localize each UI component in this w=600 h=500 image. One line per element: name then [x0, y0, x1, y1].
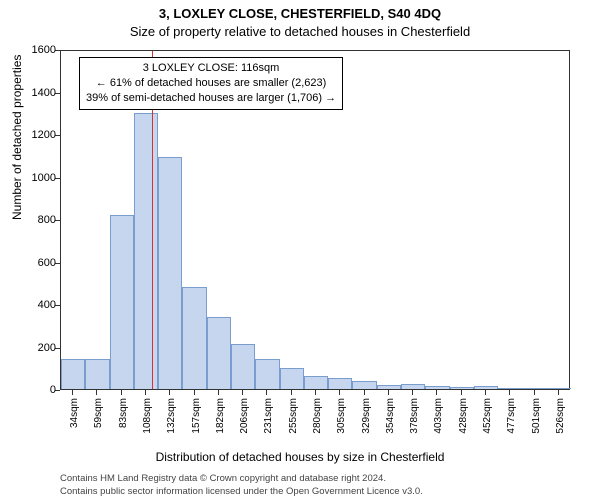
- y-tick-label: 0: [50, 384, 56, 396]
- chart-container: 3, LOXLEY CLOSE, CHESTERFIELD, S40 4DQ S…: [0, 0, 600, 500]
- y-tick-label: 1000: [32, 172, 56, 184]
- x-tick: [364, 390, 365, 395]
- x-tick: [96, 390, 97, 395]
- histogram-bar: [182, 287, 206, 389]
- y-tick-label: 800: [38, 214, 56, 226]
- footnote-line-2: Contains public sector information licen…: [60, 486, 590, 498]
- x-tick: [461, 390, 462, 395]
- x-tick-label: 280sqm: [312, 398, 323, 434]
- footnote: Contains HM Land Registry data © Crown c…: [60, 473, 590, 498]
- histogram-bar: [401, 384, 425, 389]
- histogram-bar: [231, 344, 255, 389]
- histogram-bar: [110, 215, 134, 389]
- x-tick: [558, 390, 559, 395]
- x-tick: [266, 390, 267, 395]
- x-tick-label: 428sqm: [458, 398, 469, 434]
- x-tick: [194, 390, 195, 395]
- histogram-bar: [61, 359, 85, 389]
- histogram-bar: [255, 359, 279, 389]
- x-tick: [388, 390, 389, 395]
- x-tick: [291, 390, 292, 395]
- histogram-bar: [134, 113, 158, 389]
- title-sub: Size of property relative to detached ho…: [0, 24, 600, 39]
- histogram-bar: [158, 157, 182, 389]
- histogram-bar: [377, 385, 401, 389]
- x-tick-label: 59sqm: [93, 398, 104, 428]
- x-tick-label: 501sqm: [531, 398, 542, 434]
- y-tick-label: 400: [38, 299, 56, 311]
- x-tick-label: 231sqm: [263, 398, 274, 434]
- x-tick: [509, 390, 510, 395]
- x-tick-label: 403sqm: [433, 398, 444, 434]
- histogram-bar: [450, 387, 474, 389]
- footnote-line-1: Contains HM Land Registry data © Crown c…: [60, 473, 590, 485]
- x-tick: [121, 390, 122, 395]
- x-tick-label: 329sqm: [361, 398, 372, 434]
- histogram-bar: [474, 386, 498, 389]
- x-tick-label: 132sqm: [166, 398, 177, 434]
- y-axis-label: Number of detached properties: [10, 55, 24, 220]
- y-tick-label: 1600: [32, 44, 56, 56]
- x-tick-label: 354sqm: [385, 398, 396, 434]
- x-tick: [315, 390, 316, 395]
- histogram-bar: [352, 381, 376, 390]
- x-tick-label: 108sqm: [142, 398, 153, 434]
- callout-line-1: 3 LOXLEY CLOSE: 116sqm: [86, 61, 336, 76]
- x-tick-label: 83sqm: [118, 398, 129, 428]
- x-tick: [339, 390, 340, 395]
- x-tick: [242, 390, 243, 395]
- x-tick: [169, 390, 170, 395]
- x-tick-label: 477sqm: [506, 398, 517, 434]
- x-tick-label: 34sqm: [69, 398, 80, 428]
- x-axis-label: Distribution of detached houses by size …: [0, 450, 600, 464]
- x-tick: [412, 390, 413, 395]
- histogram-bar: [498, 388, 522, 389]
- histogram-bar: [207, 317, 231, 389]
- x-tick-label: 526sqm: [555, 398, 566, 434]
- callout-box: 3 LOXLEY CLOSE: 116sqm ← 61% of detached…: [79, 57, 343, 110]
- x-tick-label: 255sqm: [288, 398, 299, 434]
- x-tick: [485, 390, 486, 395]
- x-tick: [72, 390, 73, 395]
- histogram-bar: [522, 388, 546, 389]
- histogram-bar: [425, 386, 449, 389]
- callout-line-2: ← 61% of detached houses are smaller (2,…: [86, 76, 336, 91]
- histogram-bar: [304, 376, 328, 389]
- y-tick-label: 200: [38, 342, 56, 354]
- y-tick-label: 1200: [32, 129, 56, 141]
- x-tick: [145, 390, 146, 395]
- x-tick-label: 452sqm: [482, 398, 493, 434]
- y-tick-label: 1400: [32, 87, 56, 99]
- x-tick: [534, 390, 535, 395]
- x-tick-label: 206sqm: [239, 398, 250, 434]
- x-tick-label: 305sqm: [336, 398, 347, 434]
- histogram-bar: [328, 378, 352, 389]
- histogram-bar: [85, 359, 109, 389]
- callout-line-3: 39% of semi-detached houses are larger (…: [86, 91, 336, 106]
- x-tick: [218, 390, 219, 395]
- x-tick-label: 182sqm: [215, 398, 226, 434]
- x-tick-label: 378sqm: [409, 398, 420, 434]
- histogram-bar: [547, 388, 571, 389]
- histogram-bar: [280, 368, 304, 389]
- x-tick: [436, 390, 437, 395]
- title-main: 3, LOXLEY CLOSE, CHESTERFIELD, S40 4DQ: [0, 6, 600, 21]
- x-tick-label: 157sqm: [191, 398, 202, 434]
- y-tick-label: 600: [38, 257, 56, 269]
- plot-area: 3 LOXLEY CLOSE: 116sqm ← 61% of detached…: [60, 50, 570, 390]
